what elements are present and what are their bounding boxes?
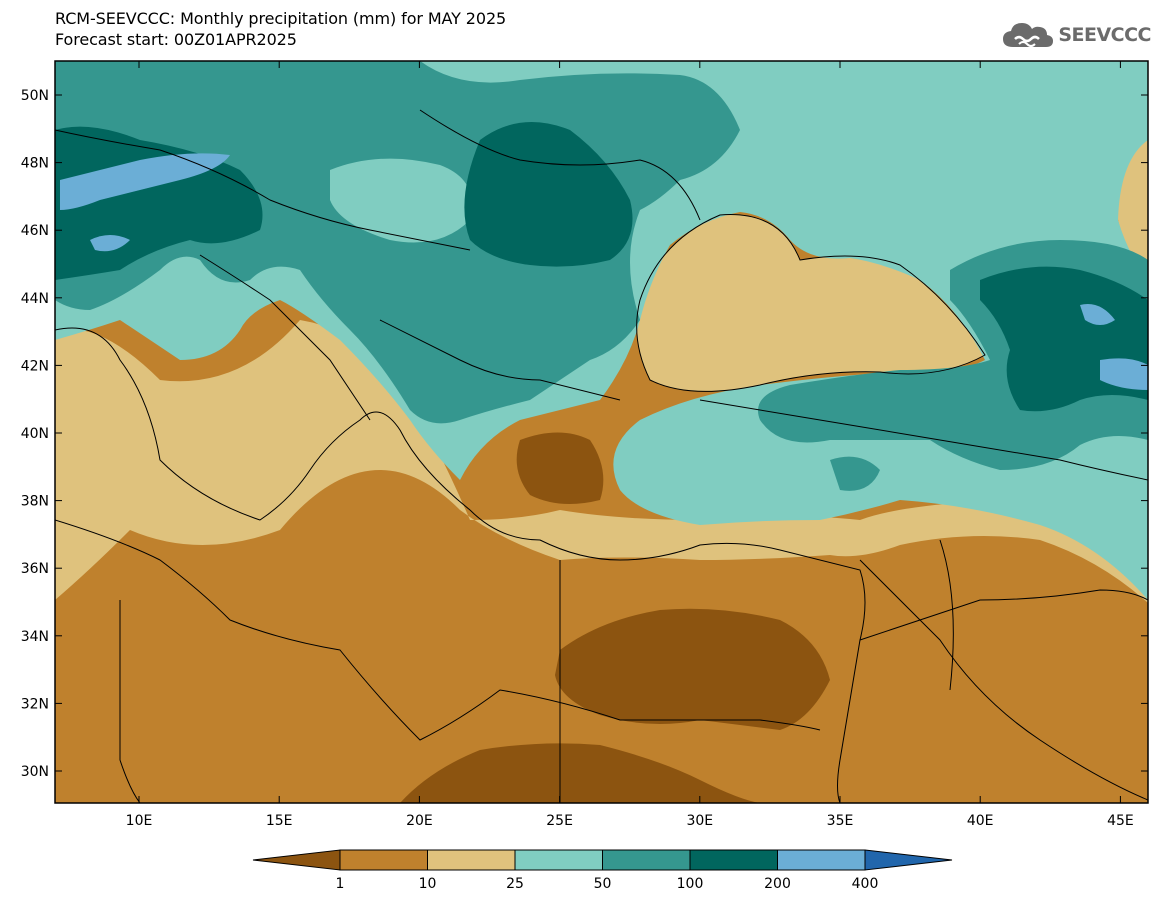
colorbar-swatch: [602, 849, 691, 871]
colorbar-label: 50: [594, 876, 612, 892]
zone-400-plus: [60, 153, 230, 210]
lon-tick-label: 15E: [266, 813, 293, 829]
zone-25-50-black-sea: [636, 214, 985, 392]
lat-tick-label: 38N: [21, 494, 49, 510]
colorbar-swatch: [777, 849, 866, 871]
colorbar-label: 200: [764, 876, 791, 892]
lat-tick-label: 40N: [21, 426, 49, 442]
zone-1-10: [555, 608, 830, 730]
lat-tick-label: 34N: [21, 629, 49, 645]
lon-tick-label: 45E: [1107, 813, 1134, 829]
lat-tick-label: 48N: [21, 156, 49, 172]
colorbar-swatch: [427, 849, 516, 871]
lat-tick-label: 36N: [21, 561, 49, 577]
coastlines: [55, 109, 1148, 803]
seevccc-logo: SEEVCCC: [1001, 20, 1151, 50]
lon-tick-label: 25E: [546, 813, 573, 829]
zone-25-50: [55, 320, 1148, 603]
lat-tick-label: 50N: [21, 88, 49, 104]
title-line-1: RCM-SEEVCCC: Monthly precipitation (mm) …: [55, 9, 507, 28]
colorbar-legend: 1 10 25 50 100 200 400: [252, 849, 953, 892]
lat-tick-label: 46N: [21, 223, 49, 239]
zone-200-400: [464, 122, 633, 267]
longitude-axis: 10E 15E 20E 25E 30E 35E 40E 45E: [126, 61, 1134, 829]
cloud-logo-icon: [1003, 23, 1054, 47]
lat-tick-label: 32N: [21, 696, 49, 712]
colorbar-label: 10: [419, 876, 437, 892]
colorbar-swatch: [339, 849, 428, 871]
lon-tick-label: 40E: [967, 813, 994, 829]
lat-tick-label: 44N: [21, 291, 49, 307]
colorbar-swatch: [689, 849, 778, 871]
colorbar-swatch: [514, 849, 603, 871]
colorbar-label: 100: [677, 876, 704, 892]
precipitation-field: [55, 61, 1148, 803]
logo-text: SEEVCCC: [1058, 24, 1151, 46]
colorbar-high-arrow: [864, 849, 953, 871]
lat-tick-label: 42N: [21, 358, 49, 374]
colorbar-label: 1: [336, 876, 345, 892]
latitude-axis: 50N 48N 46N 44N 42N 40N 38N 36N 34N 32N 30N: [21, 88, 1148, 780]
title-line-2: Forecast start: 00Z01APR2025: [55, 30, 297, 49]
map-title: RCM-SEEVCCC: Monthly precipitation (mm) …: [55, 8, 506, 50]
lon-tick-label: 35E: [827, 813, 854, 829]
lon-tick-label: 10E: [126, 813, 153, 829]
lon-tick-label: 20E: [406, 813, 433, 829]
map-border: [54, 60, 1149, 804]
colorbar-label: 25: [506, 876, 524, 892]
lon-tick-label: 30E: [686, 813, 713, 829]
colorbar-label: 400: [852, 876, 879, 892]
colorbar-low-arrow: [252, 849, 341, 871]
lat-tick-label: 30N: [21, 764, 49, 780]
